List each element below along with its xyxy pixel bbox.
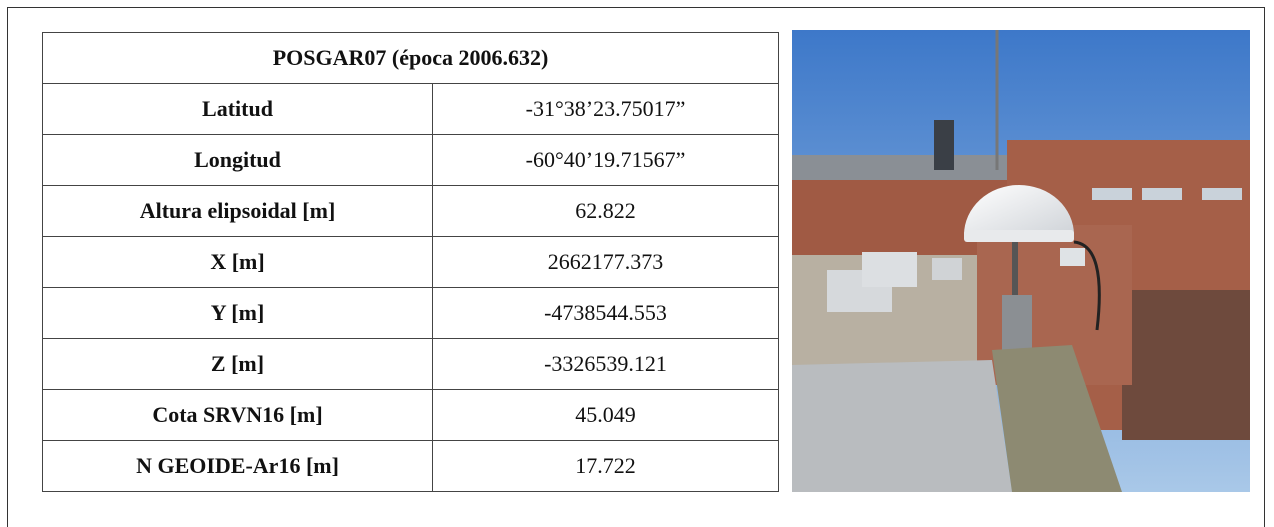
table-row: Altura elipsoidal [m]62.822 <box>43 186 779 237</box>
table-row: N GEOIDE-Ar16 [m]17.722 <box>43 441 779 492</box>
row-label: X [m] <box>43 237 433 288</box>
row-label: Z [m] <box>43 339 433 390</box>
row-value: 17.722 <box>433 441 779 492</box>
row-label: Cota SRVN16 [m] <box>43 390 433 441</box>
station-photo <box>792 30 1250 492</box>
row-label: Altura elipsoidal [m] <box>43 186 433 237</box>
table-row: Cota SRVN16 [m]45.049 <box>43 390 779 441</box>
table-row: Latitud-31°38’23.75017” <box>43 84 779 135</box>
table-title: POSGAR07 (época 2006.632) <box>43 33 779 84</box>
coordinates-table: POSGAR07 (época 2006.632) Latitud-31°38’… <box>42 32 779 492</box>
page: POSGAR07 (época 2006.632) Latitud-31°38’… <box>0 0 1274 521</box>
table-body: Latitud-31°38’23.75017”Longitud-60°40’19… <box>43 84 779 492</box>
row-value: -60°40’19.71567” <box>433 135 779 186</box>
row-value: -3326539.121 <box>433 339 779 390</box>
row-label: Longitud <box>43 135 433 186</box>
row-label: Y [m] <box>43 288 433 339</box>
table-row: Z [m]-3326539.121 <box>43 339 779 390</box>
row-label: N GEOIDE-Ar16 [m] <box>43 441 433 492</box>
table-row: Y [m]-4738544.553 <box>43 288 779 339</box>
row-value: 62.822 <box>433 186 779 237</box>
table-row: Longitud-60°40’19.71567” <box>43 135 779 186</box>
row-value: -4738544.553 <box>433 288 779 339</box>
row-value: 2662177.373 <box>433 237 779 288</box>
row-value: -31°38’23.75017” <box>433 84 779 135</box>
row-value: 45.049 <box>433 390 779 441</box>
row-label: Latitud <box>43 84 433 135</box>
table-row: X [m]2662177.373 <box>43 237 779 288</box>
